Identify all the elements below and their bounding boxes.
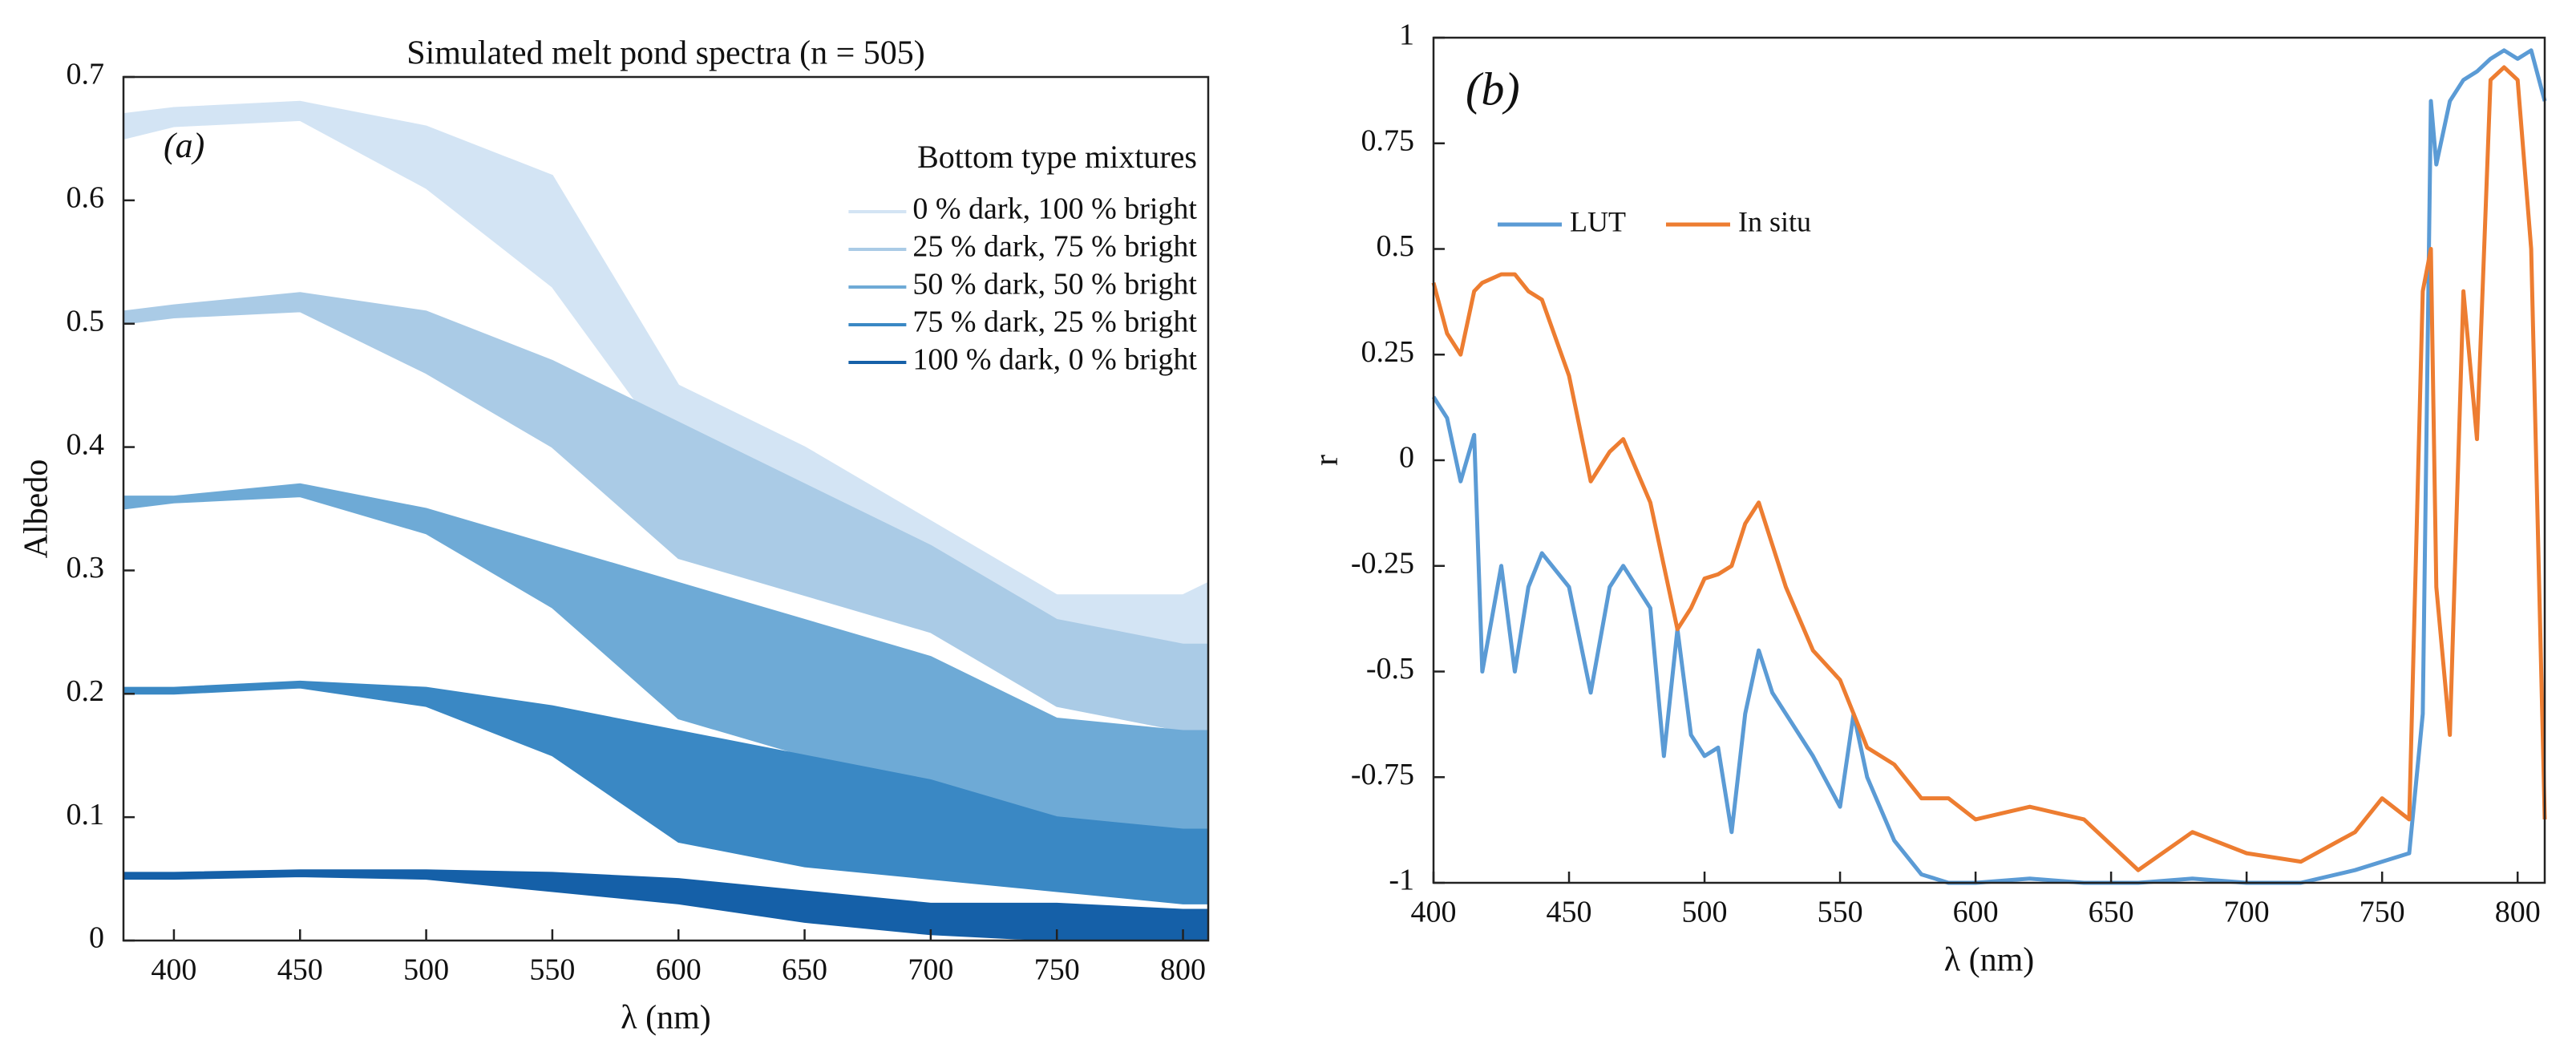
y-tick-label: 0.2 xyxy=(67,674,105,708)
albedo-band xyxy=(123,100,1209,658)
x-tick-label: 400 xyxy=(1411,896,1457,929)
x-tick-label: 550 xyxy=(529,953,575,987)
y-tick-label: -1 xyxy=(1389,864,1414,897)
y-tick-label: -0.75 xyxy=(1351,758,1414,791)
x-tick-label: 750 xyxy=(2360,896,2405,929)
y-tick-label: 0.5 xyxy=(1377,229,1415,263)
x-tick-label: 500 xyxy=(1682,896,1728,929)
x-tick-label: 800 xyxy=(1160,953,1206,987)
x-tick-label: 800 xyxy=(2495,896,2541,929)
y-tick-label: -0.25 xyxy=(1351,546,1414,580)
x-tick-label: 650 xyxy=(782,953,827,987)
x-tick-label: 400 xyxy=(151,953,196,987)
x-tick-label: 650 xyxy=(2089,896,2134,929)
y-tick-label: -0.5 xyxy=(1366,652,1414,686)
plot-frame xyxy=(122,75,1210,942)
x-tick-label: 600 xyxy=(1953,896,1999,929)
y-tick-label: 0.75 xyxy=(1361,123,1415,157)
x-axis-label: λ (nm) xyxy=(1944,942,2035,979)
chart-title: Simulated melt pond spectra (n = 505) xyxy=(406,35,925,72)
y-tick-label: 0 xyxy=(1399,441,1414,475)
legend-label: 75 % dark, 25 % bright xyxy=(912,305,1197,339)
panel-label: (a) xyxy=(164,126,204,165)
x-tick-label: 600 xyxy=(656,953,702,987)
y-tick-label: 0.25 xyxy=(1361,335,1415,369)
y-axis-label: Albedo xyxy=(18,459,55,559)
legend-label: 0 % dark, 100 % bright xyxy=(912,192,1197,226)
panel-label: (b) xyxy=(1466,63,1520,115)
y-tick-label: 0.7 xyxy=(67,58,105,91)
legend-label: 25 % dark, 75 % bright xyxy=(912,230,1197,264)
legend-label: LUT xyxy=(1570,205,1626,237)
y-tick-label: 0.6 xyxy=(67,181,105,215)
series-line xyxy=(1431,65,2547,872)
x-tick-label: 700 xyxy=(908,953,953,987)
x-tick-label: 450 xyxy=(1547,896,1592,929)
plot-frame xyxy=(1432,36,2546,884)
y-tick-label: 1 xyxy=(1399,18,1414,52)
y-tick-label: 0 xyxy=(89,921,104,955)
legend-title: Bottom type mixtures xyxy=(917,139,1197,175)
x-tick-label: 550 xyxy=(1818,896,1863,929)
x-tick-label: 500 xyxy=(403,953,449,987)
legend-label: 100 % dark, 0 % bright xyxy=(912,343,1197,377)
x-tick-label: 750 xyxy=(1034,953,1080,987)
series-line xyxy=(1431,48,2547,885)
legend-label: In situ xyxy=(1738,205,1811,237)
y-tick-label: 0.1 xyxy=(67,798,105,831)
x-tick-label: 700 xyxy=(2224,896,2270,929)
y-tick-label: 0.4 xyxy=(67,427,105,461)
legend-label: 50 % dark, 50 % bright xyxy=(912,268,1197,301)
y-tick-label: 0.3 xyxy=(67,551,105,585)
y-tick-label: 0.5 xyxy=(67,304,105,338)
y-axis-label: r xyxy=(1308,455,1345,466)
x-tick-label: 450 xyxy=(277,953,323,987)
x-axis-label: λ (nm) xyxy=(621,1000,711,1037)
